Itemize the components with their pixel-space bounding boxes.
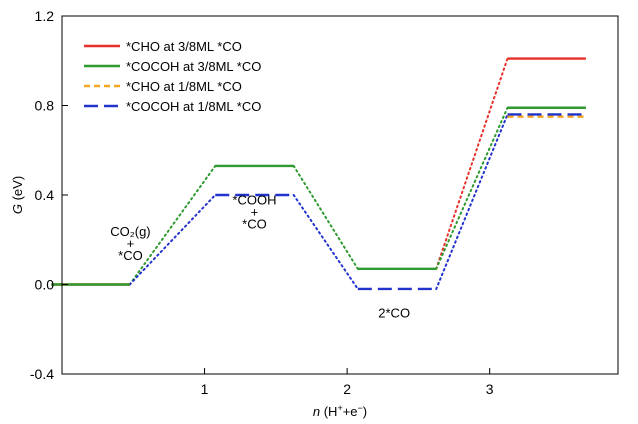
y-tick-label-0: -0.4 [30, 366, 54, 382]
connector-lines [128, 57, 509, 290]
connector-line-2 [292, 164, 359, 270]
connector-line-6 [435, 113, 509, 290]
annotation-2co-line-0: 2*CO [378, 305, 410, 320]
connector-line-3 [292, 194, 359, 290]
x-axis-label-part: (H [320, 404, 337, 419]
x-axis-label: n (H++e−) [313, 403, 367, 419]
x-axis-label-end: ) [363, 404, 367, 419]
y-tick-label-3: 0.8 [35, 98, 55, 114]
annotation-cooh-line-1: + [251, 205, 259, 220]
annotation-co2-line-2: *CO [118, 248, 143, 263]
annotation-co2-line-1: + [127, 236, 135, 251]
connector-line-0 [128, 164, 217, 286]
x-tick-label-2: 3 [486, 381, 494, 397]
annotation-cooh-line-2: *CO [242, 217, 267, 232]
legend: *CHO at 3/8ML *CO *COCOH at 3/8ML *CO *CHO… [84, 39, 261, 114]
x-axis-label-mid: +e [343, 404, 358, 419]
y-tick-label-2: 0.4 [35, 187, 55, 203]
energy-levels [51, 57, 586, 291]
x-tick-label-0: 1 [201, 381, 209, 397]
annotation-co2-line-0: CO₂(g) [110, 224, 150, 239]
legend-label-1: *COCOH at 3/8ML *CO [126, 59, 261, 74]
y-axis-label-var: G [10, 204, 25, 214]
x-axis-label-sup2: − [358, 403, 363, 413]
annotations: CO₂(g)+*CO*COOH+*CO2*CO [110, 193, 410, 321]
x-axis-label-var: n [313, 404, 320, 419]
axes: -0.40.00.40.81.21 2 3n (H++e−)G (eV) [10, 8, 619, 419]
y-axis-label: G (eV) [10, 176, 25, 214]
legend-label-2: *CHO at 1/8ML *CO [126, 79, 242, 94]
x-tick-label-1: 2 [343, 381, 351, 397]
legend-label-0: *CHO at 3/8ML *CO [126, 39, 242, 54]
connector-line-1 [128, 194, 217, 286]
y-axis-label-part: (eV) [10, 176, 25, 204]
annotation-cooh-line-0: *COOH [232, 193, 276, 208]
connector-line-5 [435, 106, 509, 270]
legend-label-3: *COCOH at 1/8ML *CO [126, 99, 261, 114]
y-tick-label-4: 1.2 [35, 8, 55, 24]
x-axis-label-sup1: + [337, 403, 342, 413]
y-tick-label-1: 0.0 [35, 277, 55, 293]
connector-line-4 [435, 57, 509, 270]
